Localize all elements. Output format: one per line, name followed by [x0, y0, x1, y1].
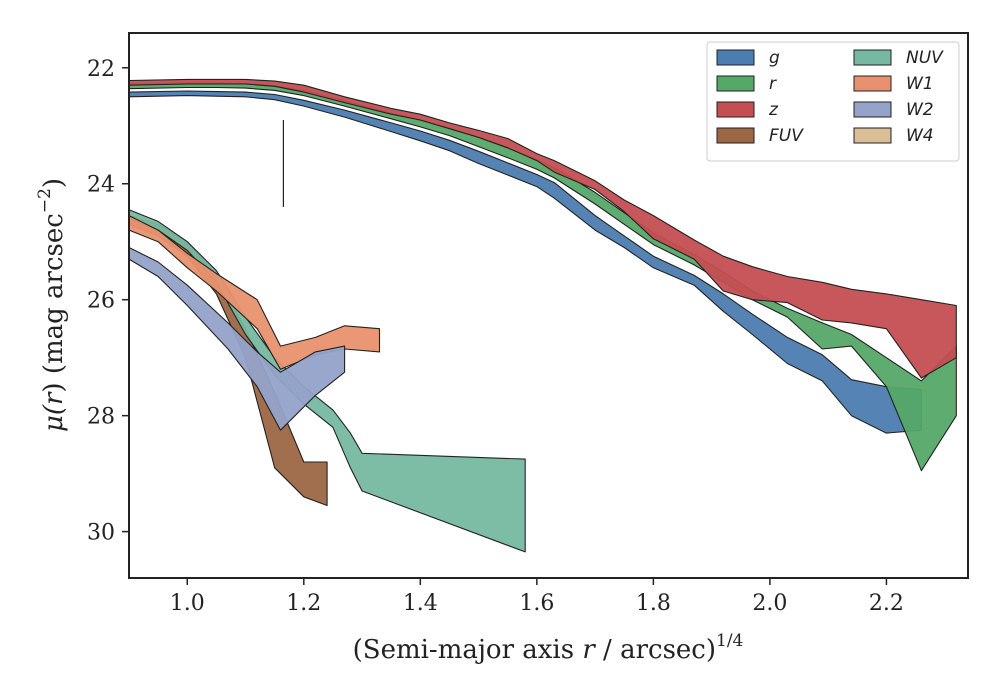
x-axis-label-rest: / arcsec) [595, 635, 716, 665]
y-tick-label: 28 [87, 405, 115, 430]
legend-item-g: g [716, 48, 780, 68]
legend-label: g [769, 48, 780, 68]
y-axis-label-rest: ) (mag arcsec [39, 213, 69, 392]
band-w1 [128, 215, 381, 370]
y-axis-label-main: μ( [39, 404, 69, 432]
legend-swatch [853, 101, 892, 118]
x-tick-label: 1.6 [519, 591, 554, 616]
legend-label: W2 [906, 100, 934, 120]
legend-label: FUV [769, 126, 804, 146]
legend-label: r [769, 74, 777, 94]
legend-label: NUV [906, 48, 944, 68]
plot-frame [128, 32, 969, 579]
x-tick-label: 2.2 [869, 591, 904, 616]
legend-swatch [716, 49, 755, 66]
x-axis-label: (Semi-major axis r / arcsec)1/4 [353, 631, 744, 665]
legend-label: W1 [906, 74, 934, 94]
legend-swatch [853, 49, 892, 66]
y-tick-label: 30 [87, 521, 115, 546]
x-tick-label: 1.2 [286, 591, 321, 616]
x-axis-label-var: r [582, 635, 596, 665]
y-axis-label: μ(r) (mag arcsec−2) [35, 178, 69, 432]
legend-item-w4: W4 [853, 126, 934, 146]
y-tick-label: 26 [87, 289, 115, 314]
x-tick-label: 1.8 [636, 591, 671, 616]
legend-swatch [716, 75, 755, 92]
y-axis-label-var: r [39, 391, 69, 405]
legend-item-w2: W2 [853, 100, 934, 120]
legend-item-nuv: NUV [853, 48, 944, 68]
legend-label: z [768, 100, 779, 120]
legend-item-w1: W1 [853, 74, 934, 94]
y-axis-label-close: ) [39, 178, 69, 188]
x-axis-ticks: 1.0 1.2 1.4 1.6 1.8 2.0 2.2 [170, 578, 904, 616]
x-axis-label-exp: 1/4 [716, 631, 743, 651]
legend-box [706, 41, 960, 162]
y-tick-label: 22 [87, 57, 115, 82]
legend-swatch [716, 101, 755, 118]
legend-item-r: r [716, 74, 777, 94]
y-tick-label: 24 [87, 173, 115, 198]
x-tick-label: 1.4 [403, 591, 438, 616]
band-w2 [128, 246, 346, 431]
x-axis-label-main: (Semi-major axis [353, 635, 583, 665]
x-tick-label: 1.0 [170, 591, 205, 616]
x-tick-label: 2.0 [752, 591, 787, 616]
y-axis-label-exp: −2 [35, 188, 55, 213]
legend-swatch [853, 127, 892, 144]
legend-item-fuv: FUV [716, 126, 804, 146]
legend-swatch [716, 127, 755, 144]
legend-label: W4 [906, 126, 934, 146]
y-axis-ticks: 22 24 26 28 30 [87, 57, 129, 546]
legend-item-z: z [716, 100, 779, 120]
legend: grz FUV NUV W1 W2 W4 [706, 41, 960, 162]
band-z [128, 78, 957, 379]
legend-swatch [853, 75, 892, 92]
profile-bands [128, 78, 957, 553]
